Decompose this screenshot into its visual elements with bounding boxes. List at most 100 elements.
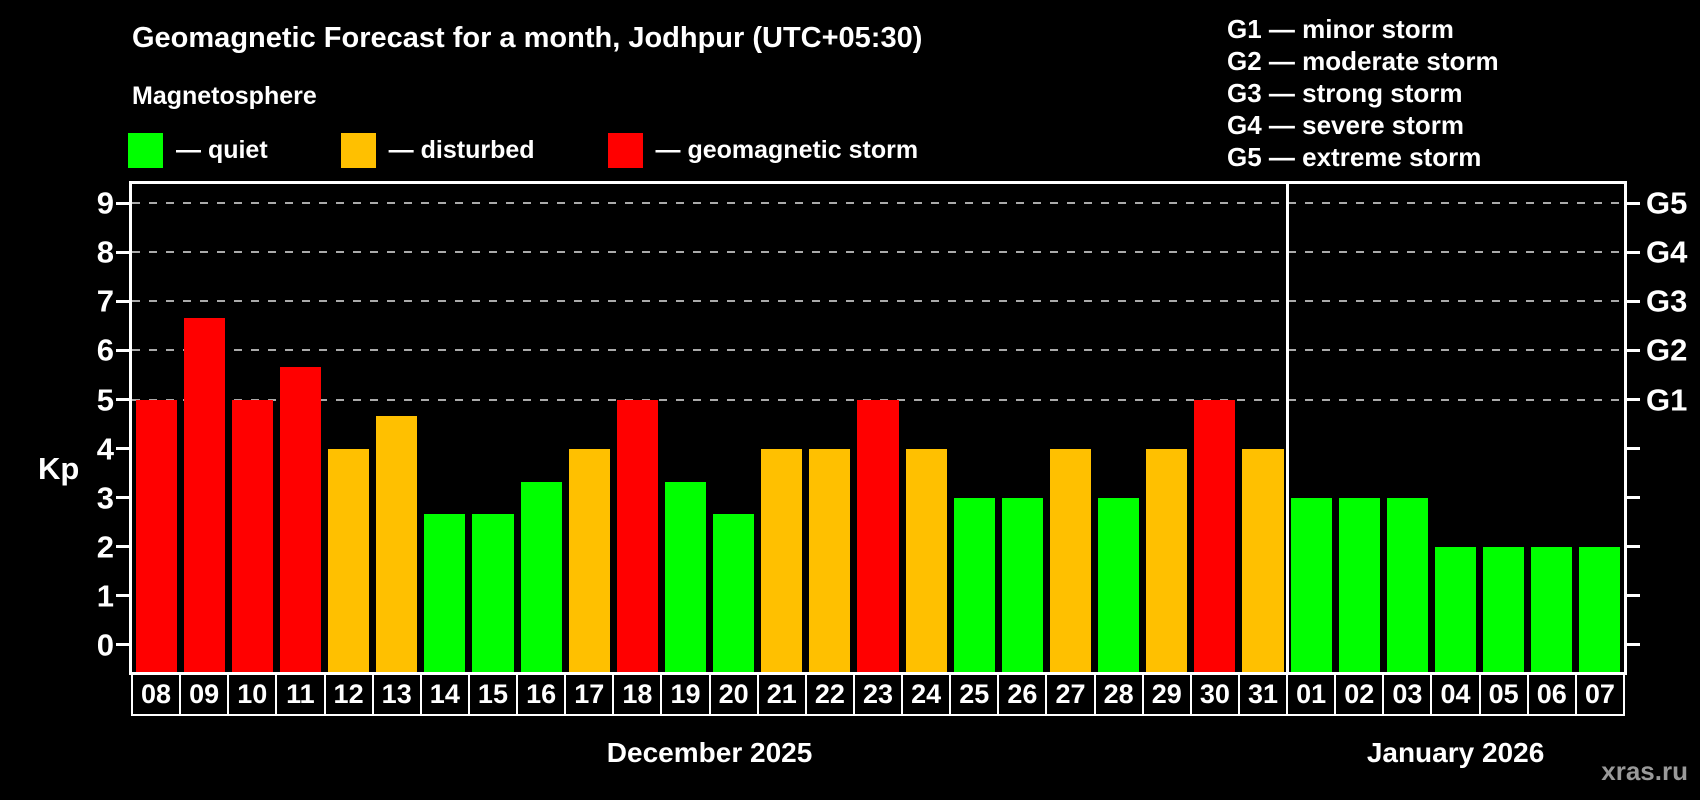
bar-day-01 bbox=[1290, 497, 1332, 672]
gridline-kp9 bbox=[132, 202, 1624, 205]
y-tick-label-3: 3 bbox=[96, 480, 114, 516]
day-label-08: 08 bbox=[131, 672, 182, 716]
y-tick-label-8: 8 bbox=[96, 234, 114, 270]
y-axis-tick-left-2 bbox=[116, 545, 129, 549]
bar-day-06 bbox=[1531, 546, 1573, 672]
day-label-20: 20 bbox=[708, 672, 759, 716]
y-axis-tick-right-2 bbox=[1627, 545, 1640, 549]
y-tick-label-0: 0 bbox=[96, 627, 114, 663]
y-axis-tick-left-6 bbox=[116, 348, 129, 352]
legend-item-label: — geomagnetic storm bbox=[655, 136, 919, 164]
y-tick-label-6: 6 bbox=[96, 332, 114, 368]
bar-day-17 bbox=[568, 448, 610, 672]
g-scale-label-G3: G3 bbox=[1646, 283, 1688, 319]
bar-day-26 bbox=[1001, 497, 1043, 672]
bar-day-31 bbox=[1242, 448, 1284, 672]
watermark: xras.ru bbox=[1601, 756, 1688, 786]
bar-day-12 bbox=[328, 448, 370, 672]
bar-day-10 bbox=[231, 399, 273, 672]
disturbed-swatch-icon bbox=[340, 133, 376, 168]
day-label-04: 04 bbox=[1430, 672, 1481, 716]
bar-day-03 bbox=[1386, 497, 1428, 672]
y-axis-tick-left-9 bbox=[116, 201, 129, 205]
y-axis-tick-left-4 bbox=[116, 447, 129, 451]
y-axis-tick-right-0 bbox=[1627, 643, 1640, 647]
legend-item-label: — disturbed bbox=[388, 136, 535, 164]
bar-day-05 bbox=[1483, 546, 1525, 672]
g-scale-label-G1: G1 bbox=[1646, 382, 1688, 418]
day-label-16: 16 bbox=[516, 672, 567, 716]
storm-scale-legend-line-5: G5 — extreme storm bbox=[1227, 142, 1482, 172]
day-label-30: 30 bbox=[1189, 672, 1240, 716]
day-label-11: 11 bbox=[275, 672, 326, 716]
y-tick-label-9: 9 bbox=[96, 185, 114, 221]
bar-day-30 bbox=[1194, 399, 1236, 672]
bar-day-23 bbox=[857, 399, 899, 672]
month-label-2: January 2026 bbox=[1366, 737, 1545, 768]
bar-day-24 bbox=[905, 448, 947, 672]
y-axis-tick-left-7 bbox=[116, 299, 129, 303]
g-scale-label-G4: G4 bbox=[1646, 234, 1688, 270]
bar-day-19 bbox=[664, 481, 707, 672]
day-label-09: 09 bbox=[179, 672, 230, 716]
legend-item-disturbed: — disturbed bbox=[340, 133, 535, 168]
y-tick-label-4: 4 bbox=[96, 431, 114, 467]
bar-day-14 bbox=[424, 513, 466, 672]
y-axis-tick-right-8 bbox=[1627, 250, 1640, 254]
day-label-21: 21 bbox=[756, 672, 807, 716]
legend-item-storm: — geomagnetic storm bbox=[607, 133, 919, 168]
gridline-kp7 bbox=[132, 300, 1624, 303]
storm-scale-legend-line-3: G3 — strong storm bbox=[1227, 78, 1463, 108]
bar-day-07 bbox=[1579, 546, 1621, 672]
day-label-01: 01 bbox=[1286, 672, 1337, 716]
day-label-17: 17 bbox=[564, 672, 615, 716]
day-label-05: 05 bbox=[1478, 672, 1529, 716]
y-axis-tick-left-8 bbox=[116, 250, 129, 254]
y-axis-tick-left-1 bbox=[116, 594, 129, 598]
day-label-02: 02 bbox=[1334, 672, 1385, 716]
bar-day-25 bbox=[953, 497, 995, 672]
y-tick-label-1: 1 bbox=[96, 578, 114, 614]
bar-day-18 bbox=[616, 399, 658, 672]
bar-day-11 bbox=[279, 366, 321, 672]
bar-day-28 bbox=[1098, 497, 1140, 672]
y-axis-tick-right-1 bbox=[1627, 594, 1640, 598]
day-label-29: 29 bbox=[1141, 672, 1192, 716]
y-axis-tick-left-0 bbox=[116, 643, 129, 647]
storm-scale-legend-line-1: G1 — minor storm bbox=[1227, 14, 1454, 44]
day-label-23: 23 bbox=[852, 672, 904, 716]
y-tick-label-2: 2 bbox=[96, 529, 114, 565]
storm-scale-legend-line-2: G2 — moderate storm bbox=[1227, 46, 1499, 76]
day-label-15: 15 bbox=[467, 672, 519, 716]
day-label-18: 18 bbox=[612, 672, 663, 716]
day-label-27: 27 bbox=[1045, 672, 1096, 716]
legend-item-quiet: — quiet bbox=[128, 133, 268, 168]
magnetosphere-legend: — quiet — disturbed — geomagnetic storm bbox=[128, 133, 918, 168]
magnetosphere-subtitle: Magnetosphere bbox=[132, 82, 317, 110]
bar-day-04 bbox=[1434, 546, 1477, 672]
legend-item-label: — quiet bbox=[176, 136, 268, 164]
g-scale-label-G5: G5 bbox=[1646, 185, 1688, 221]
month-label-1: December 2025 bbox=[606, 737, 813, 768]
y-axis-title: Kp bbox=[38, 451, 80, 486]
bar-day-02 bbox=[1338, 497, 1380, 672]
y-axis-tick-right-9 bbox=[1627, 201, 1640, 205]
page-title: Geomagnetic Forecast for a month, Jodhpu… bbox=[132, 22, 923, 54]
gridline-kp6 bbox=[132, 349, 1624, 352]
day-label-22: 22 bbox=[804, 672, 855, 716]
bar-day-13 bbox=[376, 415, 418, 672]
day-label-26: 26 bbox=[997, 672, 1048, 716]
y-axis-tick-right-7 bbox=[1627, 299, 1640, 303]
month-separator bbox=[1285, 184, 1289, 672]
storm-scale-legend-line-4: G4 — severe storm bbox=[1227, 110, 1465, 140]
y-axis-tick-right-6 bbox=[1627, 348, 1640, 352]
bar-day-27 bbox=[1049, 448, 1092, 672]
bar-day-16 bbox=[520, 481, 562, 672]
y-axis-tick-right-5 bbox=[1627, 398, 1640, 402]
storm-swatch-icon bbox=[607, 133, 643, 168]
day-label-31: 31 bbox=[1237, 672, 1289, 716]
bar-day-09 bbox=[183, 317, 225, 672]
bar-day-22 bbox=[809, 448, 851, 672]
day-label-12: 12 bbox=[323, 672, 374, 716]
